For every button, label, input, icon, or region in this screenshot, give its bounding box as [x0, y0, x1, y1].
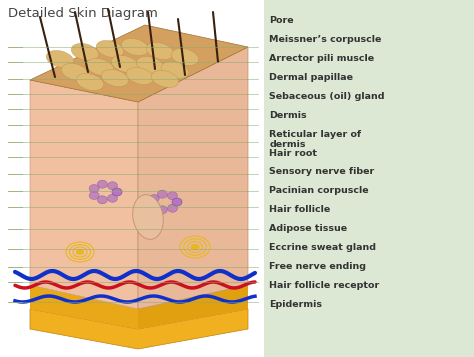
- Ellipse shape: [121, 39, 149, 56]
- Ellipse shape: [97, 196, 107, 204]
- Ellipse shape: [108, 194, 118, 202]
- Text: Meissner’s corpuscle: Meissner’s corpuscle: [269, 35, 382, 44]
- Text: Epidermis: Epidermis: [269, 300, 322, 309]
- Ellipse shape: [89, 185, 99, 192]
- FancyBboxPatch shape: [264, 0, 474, 357]
- Ellipse shape: [112, 188, 122, 196]
- Ellipse shape: [157, 206, 167, 214]
- Ellipse shape: [172, 198, 182, 206]
- Text: Detailed Skin Diagram: Detailed Skin Diagram: [8, 7, 158, 20]
- Ellipse shape: [46, 50, 73, 67]
- Ellipse shape: [172, 198, 182, 206]
- Text: Sebaceous (oil) gland: Sebaceous (oil) gland: [269, 92, 385, 101]
- Text: Hair follicle receptor: Hair follicle receptor: [269, 281, 380, 290]
- Ellipse shape: [76, 249, 84, 255]
- Ellipse shape: [161, 61, 189, 79]
- Ellipse shape: [71, 44, 99, 61]
- Text: Arrector pili muscle: Arrector pili muscle: [269, 54, 374, 63]
- Text: Eccrine sweat gland: Eccrine sweat gland: [269, 243, 376, 252]
- Ellipse shape: [97, 180, 107, 188]
- Text: Pacinian corpuscle: Pacinian corpuscle: [269, 186, 369, 195]
- Text: Reticular layer of
dermis: Reticular layer of dermis: [269, 130, 361, 149]
- Ellipse shape: [167, 192, 177, 200]
- Text: Adipose tissue: Adipose tissue: [269, 224, 347, 233]
- Ellipse shape: [76, 74, 104, 91]
- Ellipse shape: [112, 188, 122, 196]
- Ellipse shape: [126, 67, 154, 85]
- Ellipse shape: [149, 201, 159, 210]
- Text: Hair root: Hair root: [269, 149, 317, 157]
- Polygon shape: [30, 25, 248, 102]
- Text: Dermal papillae: Dermal papillae: [269, 73, 353, 82]
- Ellipse shape: [108, 182, 118, 190]
- Ellipse shape: [89, 191, 99, 200]
- Polygon shape: [30, 80, 138, 309]
- Ellipse shape: [157, 190, 167, 198]
- Ellipse shape: [111, 55, 139, 72]
- Polygon shape: [30, 285, 138, 329]
- Ellipse shape: [151, 70, 179, 87]
- Ellipse shape: [61, 64, 89, 81]
- Ellipse shape: [191, 244, 200, 250]
- Ellipse shape: [96, 40, 124, 57]
- Ellipse shape: [171, 49, 199, 66]
- Ellipse shape: [133, 195, 163, 239]
- Text: Free nerve ending: Free nerve ending: [269, 262, 366, 271]
- Text: Hair follicle: Hair follicle: [269, 205, 330, 214]
- Ellipse shape: [101, 70, 128, 86]
- Text: Dermis: Dermis: [269, 111, 307, 120]
- Ellipse shape: [167, 204, 177, 212]
- Polygon shape: [138, 285, 248, 329]
- Ellipse shape: [137, 56, 164, 74]
- Ellipse shape: [86, 59, 114, 76]
- Ellipse shape: [149, 195, 159, 202]
- Polygon shape: [30, 309, 248, 349]
- Text: Pore: Pore: [269, 16, 294, 25]
- Text: Sensory nerve fiber: Sensory nerve fiber: [269, 167, 374, 176]
- Polygon shape: [138, 47, 248, 309]
- Ellipse shape: [146, 42, 173, 60]
